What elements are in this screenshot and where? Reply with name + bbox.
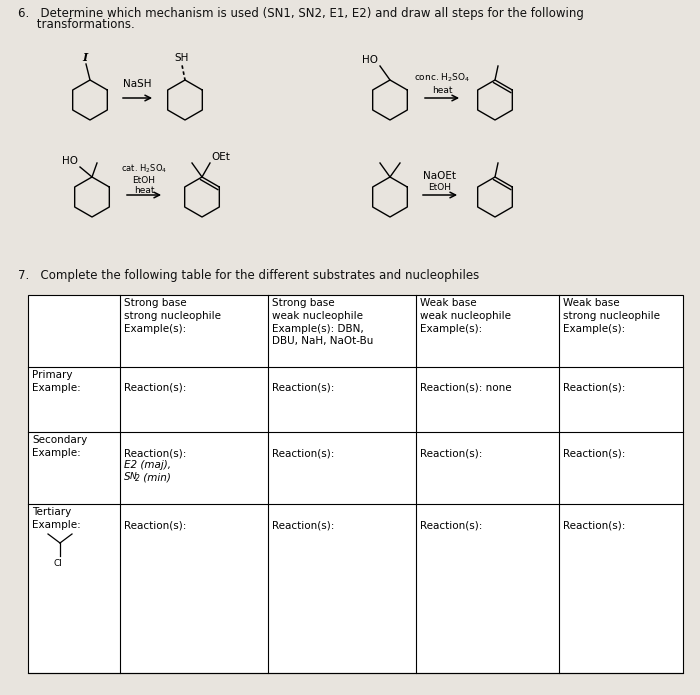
Text: Reaction(s):: Reaction(s): [563, 383, 625, 393]
Text: heat: heat [432, 86, 452, 95]
Text: Reaction(s):: Reaction(s): [420, 520, 482, 530]
Text: OEt: OEt [211, 152, 230, 162]
Text: heat: heat [134, 186, 154, 195]
Text: conc. H$_2$SO$_4$: conc. H$_2$SO$_4$ [414, 72, 470, 84]
Text: 2: 2 [135, 474, 140, 483]
Text: NaOEt: NaOEt [424, 171, 456, 181]
Text: Reaction(s):: Reaction(s): [272, 383, 335, 393]
Text: Strong base
strong nucleophile
Example(s):: Strong base strong nucleophile Example(s… [124, 298, 221, 334]
Text: NaSH: NaSH [122, 79, 151, 89]
Text: 6.   Determine which mechanism is used (SN1, SN2, E1, E2) and draw all steps for: 6. Determine which mechanism is used (SN… [18, 7, 584, 20]
Text: Reaction(s):: Reaction(s): [420, 448, 482, 458]
Text: Reaction(s):: Reaction(s): [124, 383, 186, 393]
Text: Tertiary
Example:: Tertiary Example: [32, 507, 80, 530]
Text: Primary
Example:: Primary Example: [32, 370, 80, 393]
Text: Reaction(s):: Reaction(s): [563, 448, 625, 458]
Text: Reaction(s):: Reaction(s): [124, 448, 190, 458]
Text: Cl: Cl [54, 559, 62, 568]
Text: transformations.: transformations. [18, 18, 134, 31]
Text: EtOH: EtOH [132, 176, 155, 185]
Text: N: N [130, 472, 136, 481]
Text: cat. H$_2$SO$_4$: cat. H$_2$SO$_4$ [121, 163, 167, 175]
Text: Strong base
weak nucleophile
Example(s): DBN,
DBU, NaH, NaOt-Bu: Strong base weak nucleophile Example(s):… [272, 298, 373, 346]
Text: 7.   Complete the following table for the different substrates and nucleophiles: 7. Complete the following table for the … [18, 269, 480, 282]
Text: Reaction(s):: Reaction(s): [272, 520, 335, 530]
Text: Reaction(s):: Reaction(s): [563, 520, 625, 530]
Text: (min): (min) [140, 472, 171, 482]
Text: Reaction(s):: Reaction(s): [124, 520, 186, 530]
Bar [28, 295, 683, 673]
Text: Reaction(s): none: Reaction(s): none [420, 383, 512, 393]
Text: EtOH: EtOH [428, 183, 452, 192]
Text: Weak base
strong nucleophile
Example(s):: Weak base strong nucleophile Example(s): [563, 298, 660, 334]
Text: HO: HO [62, 156, 78, 166]
Text: HO: HO [362, 55, 378, 65]
Text: S: S [124, 472, 131, 482]
Text: E2 (maj),: E2 (maj), [124, 460, 171, 470]
Text: SH: SH [175, 53, 189, 63]
Text: Reaction(s):: Reaction(s): [272, 448, 335, 458]
Text: Secondary
Example:: Secondary Example: [32, 435, 88, 458]
Text: I: I [83, 52, 88, 63]
Text: Weak base
weak nucleophile
Example(s):: Weak base weak nucleophile Example(s): [420, 298, 511, 334]
